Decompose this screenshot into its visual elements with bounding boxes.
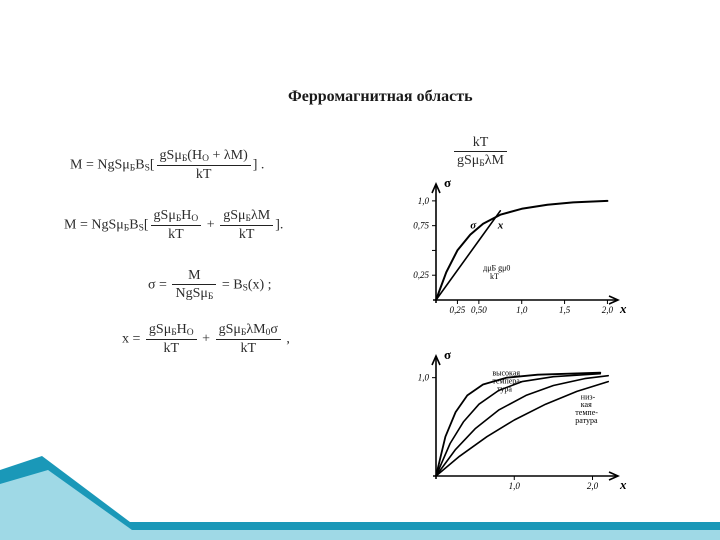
equation-3: σ = MNgSμБ = BS(x) ;: [148, 268, 272, 303]
svg-text:дμБ gμ0: дμБ gμ0: [483, 263, 510, 272]
chart-sigma-vs-x-single: 0,250,751,00,250,501,01,52,0σxσxдμБ gμ0k…: [394, 176, 630, 322]
svg-text:2,0: 2,0: [602, 305, 614, 315]
svg-text:1,0: 1,0: [516, 305, 528, 315]
svg-text:1,5: 1,5: [559, 305, 571, 315]
svg-text:2,0: 2,0: [587, 481, 599, 491]
equation-5: kTgSμБλM: [452, 135, 509, 170]
svg-text:1,0: 1,0: [418, 196, 430, 206]
svg-text:x: x: [497, 220, 504, 232]
svg-text:0,25: 0,25: [450, 305, 466, 315]
svg-text:ратура: ратура: [575, 416, 598, 425]
equation-1: M = NgSμБBS[gSμБ(HO + λM)kT] .: [70, 148, 264, 183]
svg-text:1,0: 1,0: [418, 373, 430, 383]
equation-4: x = gSμБHOkT + gSμБλM0σkT ,: [122, 322, 290, 357]
svg-text:x: x: [619, 477, 627, 492]
svg-text:0,25: 0,25: [413, 270, 429, 280]
page-title: Ферромагнитная область: [288, 88, 473, 106]
svg-text:1,0: 1,0: [509, 481, 521, 491]
equation-2: M = NgSμБBS[gSμБHOkT + gSμБλMkT].: [64, 208, 283, 243]
chart-sigma-vs-x-family: 1,01,02,0σxвысокаятемпера-тураниз-каятем…: [394, 348, 630, 498]
svg-text:kT: kT: [490, 272, 499, 281]
svg-text:σ: σ: [444, 348, 451, 362]
svg-text:x: x: [619, 301, 627, 316]
svg-text:σ: σ: [444, 176, 451, 190]
svg-text:0,50: 0,50: [471, 305, 487, 315]
svg-text:тура: тура: [497, 384, 512, 393]
svg-text:0,75: 0,75: [413, 221, 429, 231]
